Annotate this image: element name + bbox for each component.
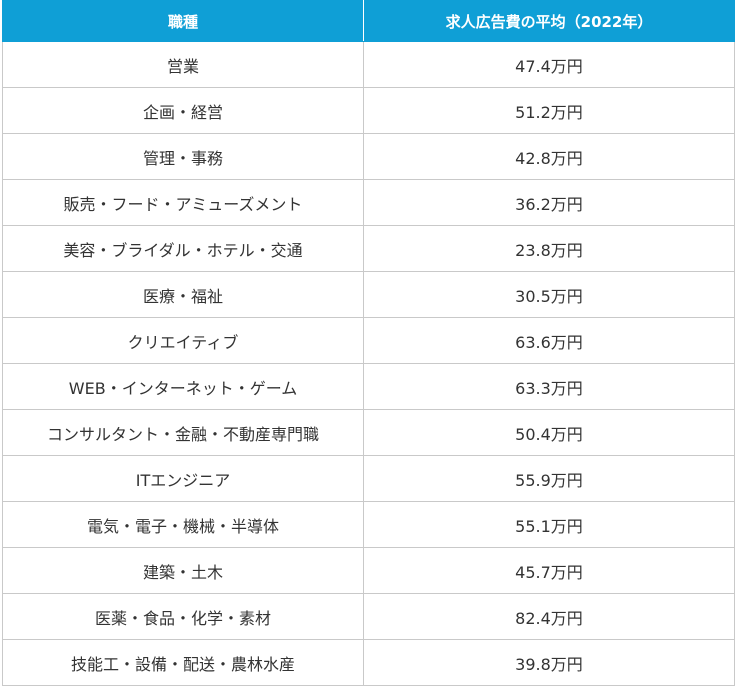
job-type-cell: 技能工・設備・配送・農林水産 [2, 639, 364, 686]
table-row: クリエイティブ 63.6万円 [2, 317, 735, 364]
job-type-cell: 美容・ブライダル・ホテル・交通 [2, 225, 364, 272]
table-row: コンサルタント・金融・不動産専門職 50.4万円 [2, 409, 735, 456]
job-type-cell: WEB・インターネット・ゲーム [2, 363, 364, 410]
table-row: 医療・福祉 30.5万円 [2, 271, 735, 318]
average-cost-cell: 51.2万円 [363, 87, 735, 134]
average-cost-cell: 55.9万円 [363, 455, 735, 502]
table-row: 管理・事務 42.8万円 [2, 133, 735, 180]
job-type-cell: 管理・事務 [2, 133, 364, 180]
job-type-cell: 建築・土木 [2, 547, 364, 594]
job-type-cell: 営業 [2, 41, 364, 88]
average-cost-cell: 50.4万円 [363, 409, 735, 456]
job-type-cell: 医療・福祉 [2, 271, 364, 318]
job-type-cell: ITエンジニア [2, 455, 364, 502]
average-cost-cell: 63.6万円 [363, 317, 735, 364]
average-cost-cell: 47.4万円 [363, 41, 735, 88]
job-type-cell: 販売・フード・アミューズメント [2, 179, 364, 226]
table-header: 職種 求人広告費の平均（2022年） [2, 0, 735, 42]
header-row: 職種 求人広告費の平均（2022年） [2, 0, 735, 42]
average-cost-cell: 55.1万円 [363, 501, 735, 548]
average-cost-cell: 42.8万円 [363, 133, 735, 180]
average-cost-cell: 30.5万円 [363, 271, 735, 318]
table-row: 企画・経営 51.2万円 [2, 87, 735, 134]
average-cost-cell: 23.8万円 [363, 225, 735, 272]
average-cost-cell: 39.8万円 [363, 639, 735, 686]
job-type-cell: コンサルタント・金融・不動産専門職 [2, 409, 364, 456]
job-type-cell: 企画・経営 [2, 87, 364, 134]
job-type-cell: クリエイティブ [2, 317, 364, 364]
table-row: WEB・インターネット・ゲーム 63.3万円 [2, 363, 735, 410]
table-row: 販売・フード・アミューズメント 36.2万円 [2, 179, 735, 226]
table-row: 医薬・食品・化学・素材 82.4万円 [2, 593, 735, 640]
table-row: 営業 47.4万円 [2, 41, 735, 88]
header-average-cost: 求人広告費の平均（2022年） [363, 0, 735, 42]
table-row: 美容・ブライダル・ホテル・交通 23.8万円 [2, 225, 735, 272]
average-cost-cell: 63.3万円 [363, 363, 735, 410]
job-type-cell: 電気・電子・機械・半導体 [2, 501, 364, 548]
table-body: 営業 47.4万円 企画・経営 51.2万円 管理・事務 42.8万円 販売・フ… [2, 41, 735, 686]
table-row: ITエンジニア 55.9万円 [2, 455, 735, 502]
table-row: 電気・電子・機械・半導体 55.1万円 [2, 501, 735, 548]
average-cost-cell: 45.7万円 [363, 547, 735, 594]
average-cost-cell: 36.2万円 [363, 179, 735, 226]
header-job-type: 職種 [2, 0, 364, 42]
table-row: 建築・土木 45.7万円 [2, 547, 735, 594]
table-row: 技能工・設備・配送・農林水産 39.8万円 [2, 639, 735, 686]
average-cost-cell: 82.4万円 [363, 593, 735, 640]
job-type-cell: 医薬・食品・化学・素材 [2, 593, 364, 640]
